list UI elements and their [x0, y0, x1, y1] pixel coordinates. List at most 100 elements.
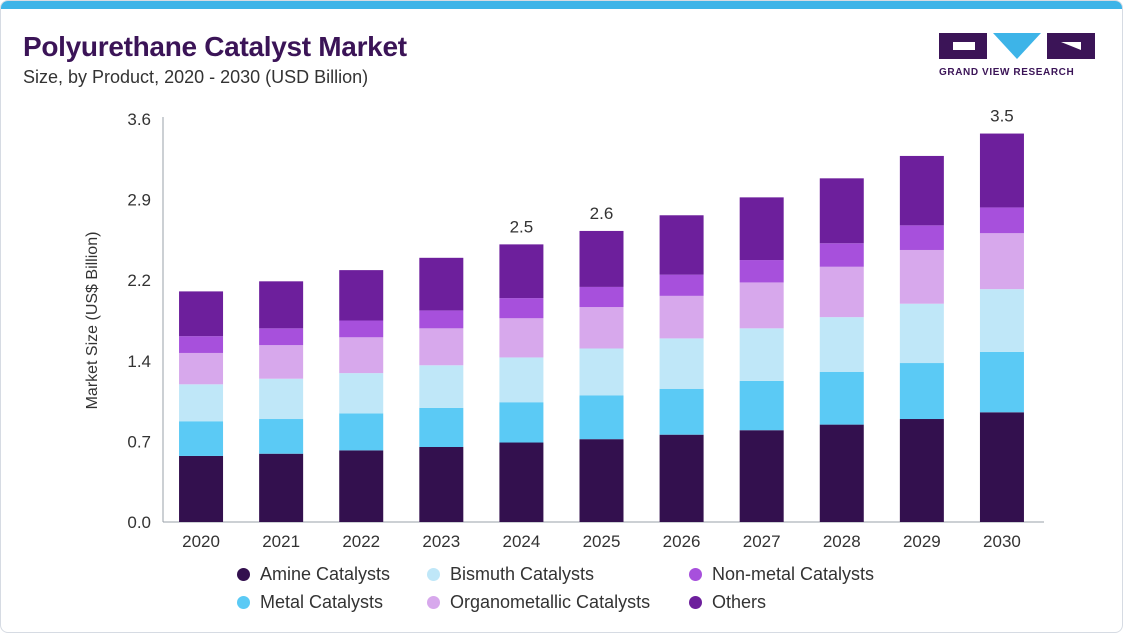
- bar-segment: [419, 328, 464, 366]
- bar-segment: [339, 450, 384, 522]
- bar-segment: [419, 365, 464, 408]
- bar-segment: [179, 352, 224, 385]
- bar-segment: [899, 225, 944, 250]
- bar-segment: [739, 430, 784, 522]
- bar-segment: [739, 282, 784, 329]
- x-tick-label: 2029: [903, 532, 941, 551]
- chart-title: Polyurethane Catalyst Market: [23, 31, 407, 62]
- bar-segment: [979, 207, 1024, 234]
- legend-swatch: [237, 596, 250, 609]
- bar-segment: [419, 407, 464, 447]
- bar-segment: [819, 424, 864, 522]
- legend-swatch: [689, 596, 702, 609]
- bar-segment: [499, 357, 544, 403]
- legend-label: Amine Catalysts: [260, 564, 391, 584]
- bar-segment: [179, 421, 224, 456]
- legend-swatch: [237, 568, 250, 581]
- bar-segment: [579, 348, 624, 396]
- bar-segment: [659, 295, 704, 339]
- bar-segment: [899, 303, 944, 364]
- bar-segment: [739, 260, 784, 283]
- bar-segment: [259, 328, 304, 346]
- legend-swatch: [427, 568, 440, 581]
- bar-segment: [419, 446, 464, 522]
- y-tick-label: 2.9: [127, 191, 151, 210]
- bar-segment: [739, 328, 784, 381]
- legend-label: Non-metal Catalysts: [712, 564, 875, 584]
- bar-segment: [979, 233, 1024, 290]
- bar-segment: [179, 336, 224, 353]
- bar-segment: [499, 298, 544, 319]
- bar-segment: [499, 318, 544, 358]
- legend-item: Others: [689, 592, 766, 613]
- total-data-label: 2.5: [510, 217, 534, 236]
- bar-segment: [579, 230, 624, 287]
- bar-segment: [979, 133, 1024, 208]
- grand-view-research-logo-icon: [939, 33, 1095, 59]
- bar-segment: [979, 351, 1024, 413]
- bar-segment: [339, 320, 384, 338]
- legend-item: Amine Catalysts: [237, 564, 390, 585]
- x-tick-label: 2030: [983, 532, 1021, 551]
- legend-label: Metal Catalysts: [260, 592, 384, 612]
- bar-segment: [579, 395, 624, 440]
- bar-segment: [339, 270, 384, 321]
- legend-item: Organometallic Catalysts: [427, 592, 650, 613]
- bar-segment: [259, 345, 304, 379]
- bar-segment: [179, 384, 224, 422]
- y-tick-label: 3.6: [127, 110, 151, 129]
- x-tick-label: 2022: [342, 532, 380, 551]
- bar-segment: [579, 439, 624, 522]
- bar-segment: [179, 455, 224, 522]
- bar-segment: [659, 434, 704, 522]
- bar-segment: [419, 310, 464, 329]
- bar-segment: [979, 412, 1024, 522]
- bar-segment: [659, 215, 704, 275]
- bar-segment: [339, 337, 384, 374]
- bar-segment: [979, 289, 1024, 352]
- bar-segment: [739, 197, 784, 261]
- bar-segment: [259, 453, 304, 522]
- bar-segment: [659, 274, 704, 296]
- legend-swatch: [689, 568, 702, 581]
- legend-item: Non-metal Catalysts: [689, 564, 874, 585]
- logo-text: GRAND VIEW RESEARCH: [939, 67, 1075, 78]
- bar-segment: [659, 388, 704, 435]
- legend: Amine Catalysts Metal Catalysts Bismuth Ca…: [237, 564, 957, 620]
- bar-segment: [899, 249, 944, 304]
- bar-segment: [259, 419, 304, 454]
- bar-segment: [179, 291, 224, 337]
- bar-segment: [579, 307, 624, 349]
- bar-segment: [819, 178, 864, 244]
- bar-segment: [259, 281, 304, 329]
- legend-label: Organometallic Catalysts: [450, 592, 651, 612]
- chart-subtitle: Size, by Product, 2020 - 2030 (USD Billi…: [23, 67, 369, 87]
- bar-segment: [499, 442, 544, 522]
- bar-segment: [419, 257, 464, 311]
- x-tick-label: 2020: [182, 532, 220, 551]
- x-tick-label: 2025: [583, 532, 621, 551]
- x-tick-label: 2028: [823, 532, 861, 551]
- legend-label: Bismuth Catalysts: [450, 564, 595, 584]
- bar-segment: [819, 371, 864, 425]
- bar-segment: [659, 338, 704, 389]
- y-tick-label: 2.2: [127, 271, 151, 290]
- bar-segment: [259, 378, 304, 420]
- bar-segment: [739, 380, 784, 431]
- bar-segment: [579, 286, 624, 308]
- legend-item: Metal Catalysts: [237, 592, 383, 613]
- total-data-label: 3.5: [990, 107, 1014, 126]
- bar-segment: [899, 155, 944, 226]
- bar-segment: [339, 373, 384, 414]
- x-tick-label: 2026: [663, 532, 701, 551]
- bar-segment: [499, 244, 544, 299]
- y-tick-label: 0.0: [127, 513, 151, 532]
- x-tick-label: 2027: [743, 532, 781, 551]
- x-tick-label: 2024: [502, 532, 540, 551]
- x-tick-label: 2021: [262, 532, 300, 551]
- accent-top-bar: [1, 1, 1122, 9]
- legend-swatch: [427, 596, 440, 609]
- legend-item: Bismuth Catalysts: [427, 564, 594, 585]
- bar-segment: [899, 419, 944, 522]
